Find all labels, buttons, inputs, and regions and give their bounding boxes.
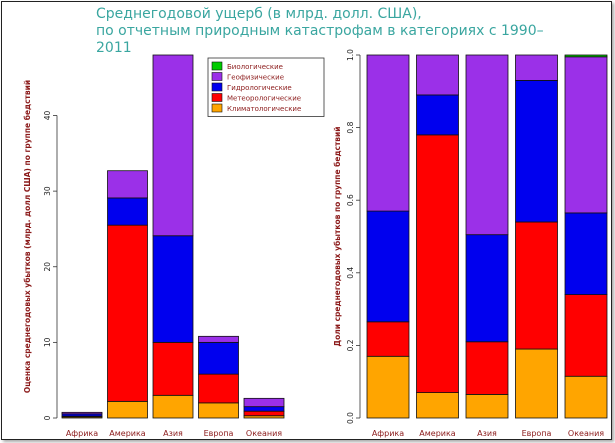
y-tick-label-2: 0.6 [346, 194, 355, 206]
bar-segment [416, 54, 459, 96]
x-category-label: Африка [372, 429, 404, 438]
legend-label: Климатологические [227, 105, 301, 113]
bar-segment [515, 221, 558, 350]
bar-segment [416, 94, 459, 136]
bar-segment [366, 321, 410, 357]
bar-segment [564, 212, 608, 295]
bar-segment [416, 392, 459, 419]
bar-segment [107, 224, 148, 402]
y-tick-label-1: 10 [43, 337, 52, 347]
legend-box [207, 57, 325, 117]
y-tick-label-1: 20 [43, 262, 52, 272]
y-tick-label-2: 0.2 [346, 339, 355, 351]
legend-label: Биологические [227, 63, 283, 71]
chart-title: Среднегодовой ущерб (в млрд. долл. США),… [96, 6, 576, 57]
legend-swatch [211, 82, 223, 92]
bar-segment [243, 410, 285, 417]
bar-segment [198, 341, 239, 375]
x-category-label: Америка [109, 429, 146, 438]
y-tick-label-1: 30 [43, 186, 52, 196]
legend-swatch [211, 103, 223, 113]
bar-segment [198, 373, 239, 404]
bar-segment [366, 355, 410, 419]
y-tick-label-1: 0 [43, 415, 52, 420]
y-tick-label-2: 0.8 [346, 121, 355, 133]
bar-segment [107, 197, 148, 226]
y-tick-label-2: 0.4 [346, 267, 355, 279]
bar-segment [243, 397, 285, 408]
bar-segment [107, 400, 148, 419]
x-category-label: Океания [568, 429, 604, 438]
bar-segment [198, 335, 239, 343]
legend-swatch [211, 93, 223, 102]
legend-swatch [211, 72, 223, 81]
bar-segment [564, 375, 608, 419]
bar-segment [564, 294, 608, 377]
y-tick-label-2: 1.0 [346, 49, 355, 61]
bar-segment [515, 80, 558, 223]
chart-title-line2: по отчетным природным катастрофам в кате… [96, 23, 544, 56]
x-category-label: Америка [419, 429, 456, 438]
bar-segment [416, 134, 459, 393]
bar-segment [515, 348, 558, 419]
legend-swatch [211, 61, 223, 71]
bar-segment [564, 54, 608, 58]
x-category-label: Азия [163, 429, 183, 438]
bar-segment [61, 411, 103, 415]
bar-segment [564, 56, 608, 214]
bar-segment [152, 394, 194, 419]
bar-segment [198, 402, 239, 419]
bar-segment [152, 54, 194, 237]
y-tick-label-1: 40 [43, 111, 52, 121]
y-axis-label-2: Доли среднегодовых убытков по группе бед… [333, 126, 342, 346]
bar-segment [515, 54, 558, 81]
legend-label: Метеорологические [227, 95, 301, 103]
bar-segment [366, 210, 410, 323]
bar-segment [152, 235, 194, 343]
x-category-label: Океания [246, 429, 282, 438]
y-axis-label-1: Оценка среднегодовых убытков (млрд. долл… [23, 80, 32, 393]
bar-segment [107, 170, 148, 199]
bar-segment [465, 341, 509, 395]
bar-segment [465, 54, 509, 236]
y-tick-label-2: 0.0 [346, 412, 355, 424]
legend-label: Геофизические [227, 74, 284, 82]
x-category-label: Европа [204, 429, 234, 438]
x-category-label: Африка [66, 429, 98, 438]
chart-title-line1: Среднегодовой ущерб (в млрд. долл. США), [96, 6, 422, 22]
bar-segment [465, 234, 509, 343]
x-category-label: Европа [522, 429, 552, 438]
bar-segment [366, 54, 410, 212]
legend-label: Гидрологические [227, 84, 292, 92]
bar-segment [152, 341, 194, 396]
bar-segment [243, 406, 285, 412]
x-category-label: Азия [477, 429, 497, 438]
bar-segment [465, 394, 509, 419]
